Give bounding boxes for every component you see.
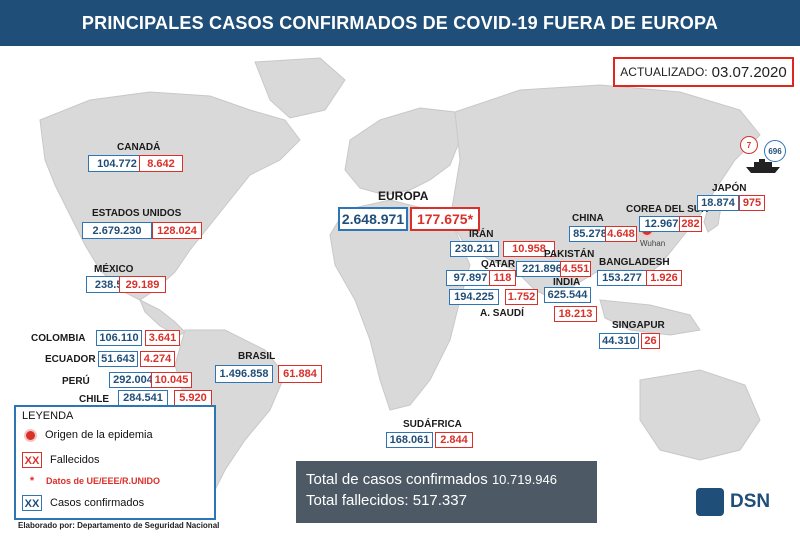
- totals-confirmed-label: Total de casos confirmados: [306, 471, 488, 488]
- singapore-confirmed: 44.310: [599, 333, 639, 349]
- brasil-confirmed: 1.496.858: [215, 365, 273, 383]
- brasil-label: BRASIL: [238, 351, 276, 362]
- updated-date: 03.07.2020: [711, 63, 787, 81]
- legend-eu-row: * Datos de UE/EEE/R.UNIDO: [22, 475, 160, 487]
- confirmed-symbol: XX: [22, 495, 42, 511]
- europa-label: EUROPA: [378, 189, 429, 203]
- usa-deaths: 128.024: [152, 222, 202, 239]
- europa-confirmed: 2.648.971: [338, 207, 408, 231]
- usa-label: ESTADOS UNIDOS: [92, 208, 182, 219]
- iran-confirmed: 230.211: [450, 241, 499, 257]
- india-confirmed: 625.544: [544, 287, 591, 303]
- ecuador-label: ECUADOR: [45, 354, 96, 365]
- origin-dot-icon: [26, 430, 35, 440]
- deaths-symbol: XX: [22, 452, 42, 468]
- singapore-label: SINGAPUR: [612, 320, 665, 331]
- japan-label: JAPÓN: [712, 183, 747, 194]
- north-america-landmass: [39, 91, 301, 301]
- updated-label: ACTUALIZADO:: [620, 65, 708, 79]
- updated-badge: ACTUALIZADO: 03.07.2020: [613, 57, 794, 87]
- mexico-deaths: 29.189: [119, 276, 166, 293]
- korea-label: COREA DEL SUR: [626, 204, 709, 215]
- page-title: PRINCIPALES CASOS CONFIRMADOS DE COVID-1…: [0, 0, 800, 46]
- legend: LEYENDA Origen de la epidemia XX Falleci…: [14, 405, 216, 520]
- chile-deaths: 5.920: [174, 390, 212, 406]
- southafrica-confirmed: 168.061: [386, 432, 433, 448]
- qatar-confirmed: 97.897: [446, 270, 495, 286]
- qatar-label: QATAR: [481, 259, 516, 270]
- legend-deaths-text: Fallecidos: [50, 454, 100, 466]
- india-label: INDIA: [553, 277, 581, 288]
- legend-confirmed-text: Casos confirmados: [50, 497, 145, 509]
- saudi-deaths: 1.752: [505, 289, 538, 305]
- dsn-logo-text: DSN: [730, 491, 771, 512]
- singapore-deaths: 26: [641, 333, 660, 349]
- usa-confirmed: 2.679.230: [82, 222, 152, 239]
- dsn-logo: DSN: [696, 488, 770, 516]
- peru-confirmed: 292.004: [109, 372, 157, 388]
- japan-deaths: 975: [739, 195, 765, 211]
- legend-title: LEYENDA: [22, 410, 74, 422]
- credit-text: Elaborado por: Departamento de Seguridad…: [18, 521, 220, 530]
- chile-confirmed: 284.541: [118, 390, 168, 406]
- southeast-asia-landmass: [599, 299, 701, 336]
- ecuador-confirmed: 51.643: [98, 351, 138, 367]
- mexico-label: MÉXICO: [94, 264, 134, 275]
- china-deaths: 4.648: [605, 226, 637, 242]
- ship-confirmed: 696: [764, 140, 786, 162]
- origin-label: Wuhan: [640, 239, 666, 248]
- japan-confirmed: 18.874: [697, 195, 739, 211]
- legend-origin-text: Origen de la epidemia: [45, 429, 153, 441]
- ship-icon: [746, 159, 780, 173]
- korea-deaths: 282: [679, 216, 702, 232]
- india-deaths: 18.213: [554, 306, 597, 322]
- chile-label: CHILE: [79, 394, 109, 405]
- pakistan-label: PAKISTÁN: [544, 249, 595, 260]
- bangladesh-label: BANGLADESH: [599, 257, 670, 268]
- southafrica-deaths: 2.844: [435, 432, 473, 448]
- colombia-deaths: 3.641: [145, 330, 180, 346]
- brasil-deaths: 61.884: [278, 365, 322, 383]
- southafrica-label: SUDÁFRICA: [403, 419, 462, 430]
- totals-deaths-row: Total fallecidos: 517.337: [306, 490, 587, 511]
- pakistan-confirmed: 221.896: [516, 261, 568, 277]
- europa-deaths: 177.675*: [410, 207, 480, 231]
- totals-confirmed-row: Total de casos confirmados 10.719.946: [306, 469, 587, 490]
- totals-confirmed-value: 10.719.946: [491, 472, 558, 487]
- legend-deaths-row: XX Fallecidos: [22, 452, 100, 468]
- dsn-seal-icon: [696, 488, 724, 516]
- star-symbol: *: [29, 475, 35, 487]
- colombia-confirmed: 106.110: [96, 330, 142, 346]
- legend-eu-note: Datos de UE/EEE/R.UNIDO: [46, 476, 161, 486]
- central-america-landmass: [139, 298, 186, 337]
- ship-deaths: 7: [740, 136, 758, 154]
- peru-deaths: 10.045: [151, 372, 192, 388]
- africa-landmass: [329, 199, 471, 411]
- totals-deaths-label: Total fallecidos:: [306, 492, 409, 509]
- saudi-confirmed: 194.225: [449, 289, 499, 305]
- colombia-label: COLOMBIA: [31, 333, 86, 344]
- bangladesh-confirmed: 153.277: [597, 270, 647, 286]
- pakistan-deaths: 4.551: [560, 261, 591, 277]
- china-confirmed: 85.278: [569, 226, 611, 242]
- europe-landmass: [344, 107, 461, 196]
- legend-confirmed-row: XX Casos confirmados: [22, 495, 144, 511]
- qatar-deaths: 118: [489, 270, 516, 286]
- ecuador-deaths: 4.274: [140, 351, 175, 367]
- greenland-landmass: [254, 57, 346, 119]
- canada-deaths: 8.642: [139, 155, 183, 172]
- iran-deaths: 10.958: [503, 241, 555, 257]
- peru-label: PERÚ: [62, 376, 90, 387]
- australia-landmass: [639, 369, 761, 461]
- legend-origin-row: Origen de la epidemia: [22, 429, 153, 441]
- totals-box: Total de casos confirmados 10.719.946 To…: [296, 461, 597, 523]
- canada-label: CANADÁ: [117, 142, 161, 153]
- korea-confirmed: 12.967: [639, 216, 684, 232]
- iran-label: IRÁN: [469, 229, 494, 240]
- canada-confirmed: 104.772: [88, 155, 146, 172]
- bangladesh-deaths: 1.926: [646, 270, 682, 286]
- china-label: CHINA: [572, 213, 604, 224]
- saudi-label: A. SAUDÍ: [480, 308, 524, 319]
- totals-deaths-value: 517.337: [412, 492, 467, 509]
